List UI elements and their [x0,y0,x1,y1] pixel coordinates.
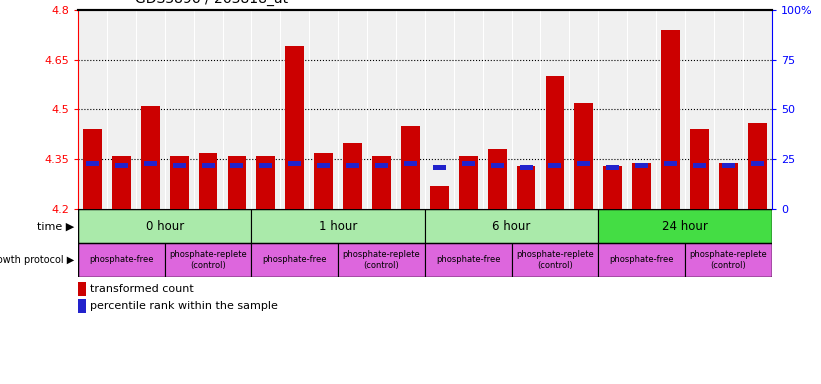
Text: phosphate-free: phosphate-free [263,255,327,265]
Bar [172,163,186,167]
Text: phosphate-replete
(control): phosphate-replete (control) [516,250,594,270]
Text: percentile rank within the sample: percentile rank within the sample [90,301,278,311]
Bar [430,186,449,209]
Bar [83,129,102,209]
Bar [251,243,338,277]
Bar [491,163,503,167]
Bar [516,166,535,209]
Bar [112,156,131,209]
Text: time ▶: time ▶ [37,221,74,231]
Bar [372,156,391,209]
Text: 24 hour: 24 hour [662,220,708,233]
Bar [635,163,648,167]
Bar [722,163,735,167]
Text: phosphate-free: phosphate-free [436,255,501,265]
Bar [488,149,507,209]
Bar [141,106,159,209]
Bar [314,153,333,209]
Text: phosphate-free: phosphate-free [89,255,154,265]
Bar [575,103,594,209]
Bar [346,163,359,167]
Bar [86,161,99,166]
Bar [603,166,622,209]
Bar [288,161,301,166]
Text: phosphate-replete
(control): phosphate-replete (control) [342,250,420,270]
Text: 0 hour: 0 hour [145,220,184,233]
Bar [606,165,619,169]
Bar [202,163,214,167]
Bar [165,243,251,277]
Bar [461,161,475,166]
Bar [520,165,533,169]
Bar [251,209,425,243]
Bar [433,165,446,169]
Bar [693,163,706,167]
Bar [425,209,599,243]
Bar [685,243,772,277]
Text: GDS3896 / 263818_at: GDS3896 / 263818_at [135,0,289,6]
Bar [227,156,246,209]
Bar [690,129,709,209]
Bar [632,163,651,209]
Bar [404,161,417,166]
Bar [78,299,86,313]
Bar [459,156,478,209]
Bar [259,163,273,167]
Bar [548,163,562,167]
Bar [511,243,599,277]
Bar [750,161,764,166]
Bar [577,161,590,166]
Bar [719,163,738,209]
Bar [425,243,511,277]
Bar [599,209,772,243]
Bar [661,30,680,209]
Text: phosphate-replete
(control): phosphate-replete (control) [690,250,768,270]
Bar [231,163,244,167]
Bar [78,209,251,243]
Bar [748,123,767,209]
Bar [664,161,677,166]
Bar [375,163,388,167]
Text: phosphate-free: phosphate-free [609,255,674,265]
Text: 6 hour: 6 hour [493,220,530,233]
Text: 1 hour: 1 hour [319,220,357,233]
Text: transformed count: transformed count [90,284,195,294]
Bar [144,161,157,166]
Bar [599,243,685,277]
Bar [401,126,420,209]
Bar [343,143,362,209]
Bar [170,156,189,209]
Bar [199,153,218,209]
Bar [545,76,564,209]
Text: phosphate-replete
(control): phosphate-replete (control) [169,250,247,270]
Bar [256,156,275,209]
Text: growth protocol ▶: growth protocol ▶ [0,255,74,265]
Bar [338,243,425,277]
Bar [78,243,165,277]
Bar [78,282,86,296]
Bar [286,46,305,209]
Bar [115,163,128,167]
Bar [317,163,330,167]
